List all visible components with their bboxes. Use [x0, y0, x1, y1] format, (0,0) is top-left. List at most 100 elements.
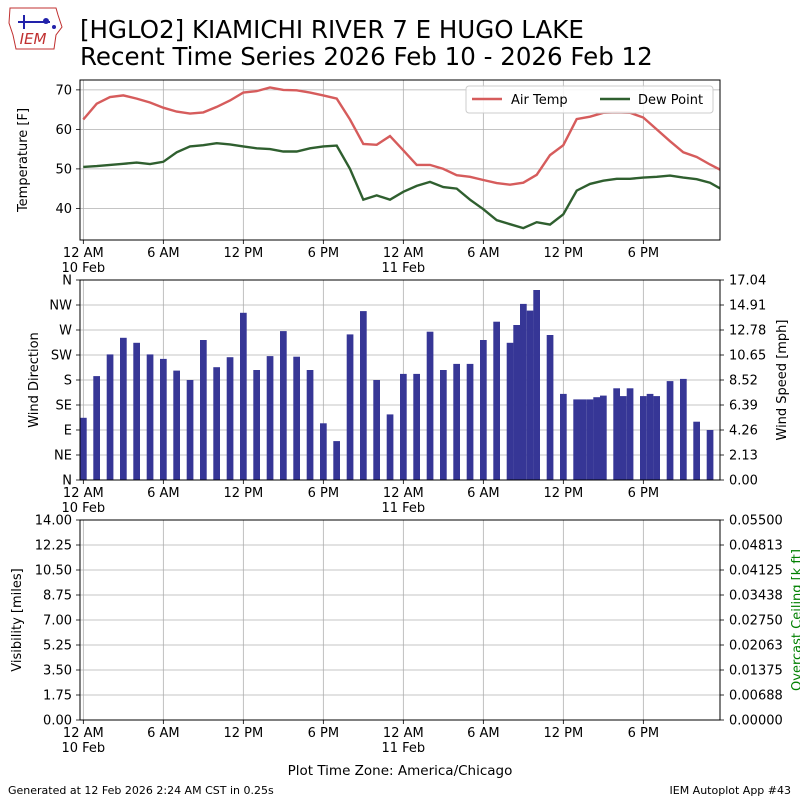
direction-tick-label: E: [64, 424, 72, 439]
x-tick-label: 12 AM: [383, 726, 424, 741]
speed-tick-label: 14.91: [729, 299, 766, 314]
wind-bar: [240, 312, 247, 480]
x-tick-label: 6 PM: [308, 726, 339, 741]
wind-bar: [613, 388, 620, 480]
plot-border: [79, 79, 721, 241]
ceiling-tick-label: 0.04125: [729, 564, 783, 579]
speed-tick-label: 8.52: [729, 374, 758, 389]
wind-bar: [620, 396, 627, 480]
y2-axis-label: Wind Speed [mph]: [775, 320, 790, 441]
legend-label-air-temp: Air Temp: [511, 93, 568, 108]
wind-bar: [560, 393, 567, 480]
ceiling-tick-label: 0.04813: [729, 539, 783, 554]
speed-tick-label: 4.26: [729, 424, 758, 439]
wind-bar: [466, 363, 474, 480]
ceiling-tick-label: 0.05500: [729, 514, 783, 529]
wind-bar: [80, 417, 87, 480]
dew-point-line: [83, 141, 720, 230]
x-tick-date-label: 11 Feb: [381, 261, 425, 276]
x-tick-label: 12 PM: [223, 726, 263, 741]
wind-bar: [186, 380, 194, 480]
wind-bar: [626, 388, 634, 480]
plot-border: [79, 279, 721, 481]
ceiling-tick-label: 0.00688: [729, 689, 783, 704]
wind-bar: [506, 342, 514, 480]
visibility-tick-label: 1.75: [43, 689, 72, 704]
x-tick-label: 6 AM: [147, 486, 180, 501]
wind-bar: [280, 331, 287, 480]
wind-bar: [573, 399, 580, 480]
x-tick-label: 6 AM: [467, 486, 500, 501]
plot-border: [79, 519, 721, 721]
legend: Air Temp Dew Point: [465, 85, 714, 114]
wind-bar: [386, 414, 394, 480]
wind-bar: [226, 357, 234, 480]
direction-tick-label: W: [59, 324, 72, 339]
direction-tick-label: NE: [54, 449, 72, 464]
wind-bar: [580, 399, 587, 480]
title-line-2: Recent Time Series 2026 Feb 10 - 2026 Fe…: [80, 42, 653, 71]
wind-bar: [173, 370, 180, 480]
wind-bar: [306, 370, 314, 480]
ceiling-tick-label: 0.02750: [729, 614, 783, 629]
x-tick-label: 12 PM: [223, 246, 263, 261]
wind-bar: [533, 290, 540, 480]
wind-bar: [693, 421, 700, 480]
x-tick-label: 12 PM: [543, 486, 583, 501]
x-tick-label: 6 PM: [628, 726, 659, 741]
wind-bar: [600, 395, 607, 480]
wind-bar: [593, 397, 600, 480]
wind-bar: [546, 335, 554, 480]
x-tick-date-label: 10 Feb: [61, 741, 105, 756]
wind-bar: [200, 340, 207, 480]
visibility-tick-label: 10.50: [35, 564, 72, 579]
wind-bar: [333, 441, 340, 480]
x-tick-label: 12 AM: [63, 486, 104, 501]
visibility-tick-label: 12.25: [35, 539, 72, 554]
air-temp-line: [82, 86, 720, 186]
wind-bar: [666, 381, 674, 480]
y-axis-label: Visibility [miles]: [10, 568, 25, 671]
direction-tick-label: NW: [49, 299, 72, 314]
wind-bar: [400, 373, 407, 480]
direction-tick-label: N: [62, 274, 72, 289]
wind-bar: [373, 380, 380, 480]
y-axis-label: Temperature [F]: [16, 108, 31, 213]
wind-bar: [680, 378, 687, 480]
direction-tick-label: S: [64, 374, 72, 389]
visibility-tick-label: 0.00: [43, 714, 72, 729]
wind-bar: [586, 399, 594, 480]
wind-bar: [93, 376, 100, 480]
y-tick-label: 70: [55, 83, 72, 98]
legend-box: [465, 85, 714, 114]
wind-bar: [526, 310, 534, 480]
ceiling-tick-label: 0.00000: [729, 714, 783, 729]
wind-bar: [646, 393, 654, 480]
wind-bar: [160, 358, 167, 480]
x-tick-label: 6 PM: [628, 486, 659, 501]
ceiling-tick-label: 0.03438: [729, 589, 783, 604]
x-tick-label: 12 PM: [543, 726, 583, 741]
x-tick-label: 6 AM: [147, 246, 180, 261]
wind-bar: [453, 363, 460, 480]
x-tick-date-label: 10 Feb: [61, 261, 105, 276]
x-tick-label: 6 PM: [628, 246, 659, 261]
x-tick-label: 6 PM: [308, 486, 339, 501]
visibility-tick-label: 3.50: [43, 664, 72, 679]
y2-axis-label: Overcast Ceiling [k ft]: [790, 549, 800, 691]
wind-bar: [653, 396, 660, 480]
wind-bar: [706, 430, 714, 480]
x-tick-label: 6 AM: [467, 726, 500, 741]
direction-tick-label: SE: [56, 399, 72, 414]
ceiling-tick-label: 0.02063: [729, 639, 783, 654]
y-tick-label: 40: [55, 202, 72, 217]
wind-bar: [360, 311, 367, 480]
wind-bar: [106, 354, 114, 480]
legend-label-dew-point: Dew Point: [638, 93, 703, 108]
wind-bar: [146, 354, 154, 480]
visibility-tick-label: 14.00: [35, 514, 72, 529]
y-axis-label: Wind Direction: [27, 332, 42, 428]
wind-bar: [426, 331, 434, 480]
